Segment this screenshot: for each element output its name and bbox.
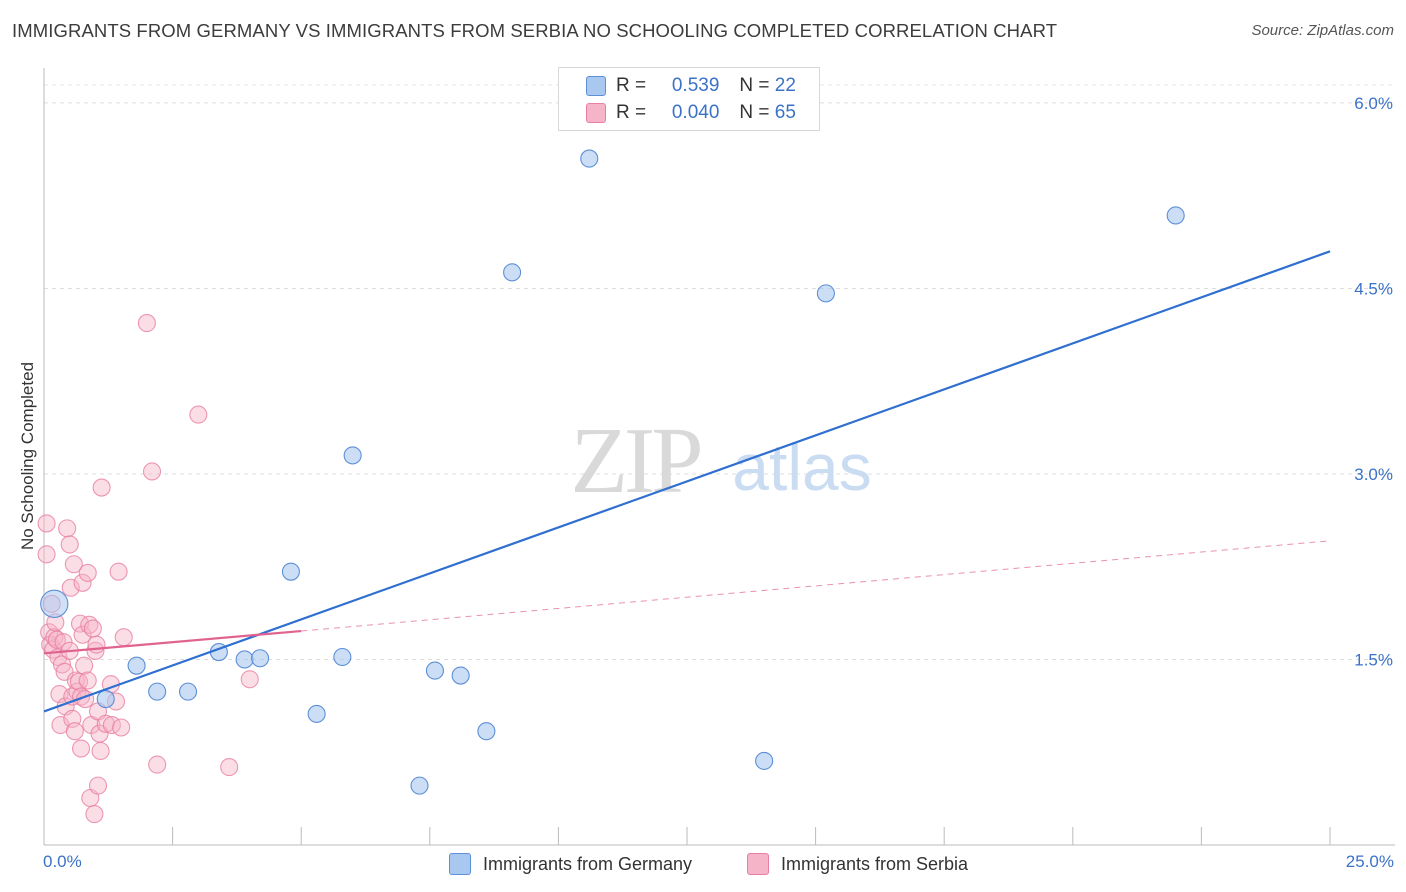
serbia-point bbox=[73, 625, 92, 644]
serbia-point bbox=[91, 741, 110, 761]
bottom-legend-label-serbia: Immigrants from Serbia bbox=[781, 853, 969, 874]
bottom-legend-serbia: Immigrants from Serbia bbox=[747, 852, 968, 876]
serbia-point bbox=[37, 514, 56, 533]
axes bbox=[43, 68, 1395, 846]
legend-swatch-serbia bbox=[586, 103, 606, 123]
serbia-point bbox=[189, 405, 208, 424]
legend-row-germany: R = 0.539 N = 22 bbox=[586, 73, 796, 99]
serbia-point bbox=[142, 462, 162, 481]
serbia-point bbox=[240, 670, 259, 689]
germany-point bbox=[580, 149, 599, 168]
serbia-point bbox=[52, 655, 72, 674]
serbia-point bbox=[114, 628, 133, 647]
germany-point bbox=[816, 284, 835, 303]
series-germany bbox=[40, 149, 1185, 795]
germany-point bbox=[451, 666, 470, 685]
serbia-point bbox=[137, 314, 156, 333]
germany-point bbox=[503, 263, 522, 282]
serbia-point bbox=[109, 562, 128, 581]
germany-trend-line bbox=[43, 250, 1331, 713]
germany-point bbox=[250, 649, 270, 668]
serbia-trend-extension bbox=[301, 540, 1331, 632]
correlation-legend: R = 0.539 N = 22 R = 0.040 N = 65 bbox=[558, 67, 820, 131]
germany-point bbox=[281, 562, 300, 581]
x-tick-label-min: 0.0% bbox=[43, 852, 82, 871]
y-tick-label: 3.0% bbox=[1354, 465, 1393, 484]
y-tick-label: 1.5% bbox=[1354, 650, 1393, 669]
legend-r-value-germany: 0.539 bbox=[671, 75, 720, 96]
serbia-point bbox=[73, 573, 92, 592]
chart-title: IMMIGRANTS FROM GERMANY VS IMMIGRANTS FR… bbox=[12, 20, 1058, 41]
legend-n-value-serbia: 65 bbox=[774, 102, 796, 123]
serbia-point bbox=[75, 656, 94, 675]
y-axis-title: No Schooling Completed bbox=[18, 361, 37, 551]
germany-point bbox=[333, 647, 352, 667]
serbia-point bbox=[96, 714, 115, 733]
serbia-point bbox=[78, 671, 97, 690]
germany-point bbox=[148, 682, 167, 701]
watermark-zip: ZIP bbox=[571, 409, 701, 513]
germany-point bbox=[96, 690, 115, 709]
germany-point bbox=[755, 751, 774, 770]
germany-point bbox=[40, 589, 69, 618]
legend-row-serbia: R = 0.040 N = 65 bbox=[586, 100, 796, 126]
serbia-trend-line bbox=[43, 629, 302, 655]
legend-n-label: N = bbox=[739, 102, 770, 123]
serbia-point bbox=[220, 758, 239, 777]
serbia-point bbox=[87, 635, 106, 654]
serbia-point bbox=[85, 805, 104, 824]
serbia-point bbox=[60, 535, 79, 554]
germany-point bbox=[425, 661, 444, 680]
germany-point bbox=[307, 704, 326, 723]
legend-r-value-serbia: 0.040 bbox=[671, 102, 720, 123]
source-label: Source: ZipAtlas.com bbox=[1251, 22, 1394, 39]
legend-r-label: R = bbox=[616, 75, 647, 96]
germany-point bbox=[343, 446, 362, 465]
y-tick-labels: 1.5% 3.0% 4.5% 6.0% bbox=[1354, 94, 1393, 670]
germany-point bbox=[178, 682, 198, 701]
bottom-legend-swatch-germany bbox=[449, 853, 471, 875]
y-tick-label: 4.5% bbox=[1354, 279, 1393, 298]
watermark-atlas: atlas bbox=[732, 430, 871, 504]
serbia-point bbox=[65, 722, 84, 741]
bottom-legend-swatch-serbia bbox=[747, 853, 769, 875]
serbia-point bbox=[83, 619, 102, 638]
bottom-legend-germany: Immigrants from Germany bbox=[449, 852, 692, 876]
legend-n-label: N = bbox=[739, 75, 770, 96]
y-tick-label: 6.0% bbox=[1354, 94, 1393, 113]
legend-r-label: R = bbox=[616, 102, 647, 123]
serbia-point bbox=[92, 478, 111, 497]
serbia-point bbox=[112, 718, 131, 737]
germany-point bbox=[477, 722, 496, 741]
series-serbia bbox=[37, 314, 259, 824]
legend-n-value-germany: 22 bbox=[774, 75, 796, 96]
germany-point bbox=[1166, 206, 1185, 225]
legend-swatch-germany bbox=[586, 76, 606, 96]
trend-lines bbox=[43, 250, 1331, 713]
germany-point bbox=[127, 656, 146, 675]
germany-point bbox=[235, 650, 254, 669]
bottom-legend-label-germany: Immigrants from Germany bbox=[483, 853, 693, 874]
x-tick-label-max: 25.0% bbox=[1345, 852, 1394, 871]
serbia-point bbox=[71, 739, 91, 758]
serbia-point bbox=[78, 563, 97, 582]
serbia-point bbox=[45, 628, 64, 647]
serbia-point bbox=[64, 555, 83, 574]
watermark: ZIP atlas bbox=[571, 409, 872, 513]
serbia-point bbox=[148, 755, 167, 774]
germany-point bbox=[410, 776, 429, 795]
serbia-point bbox=[37, 545, 56, 564]
serbia-point bbox=[61, 578, 80, 597]
serbia-point bbox=[86, 641, 105, 660]
serbia-point bbox=[88, 776, 108, 795]
gridlines bbox=[44, 84, 1395, 660]
serbia-point bbox=[58, 519, 77, 538]
